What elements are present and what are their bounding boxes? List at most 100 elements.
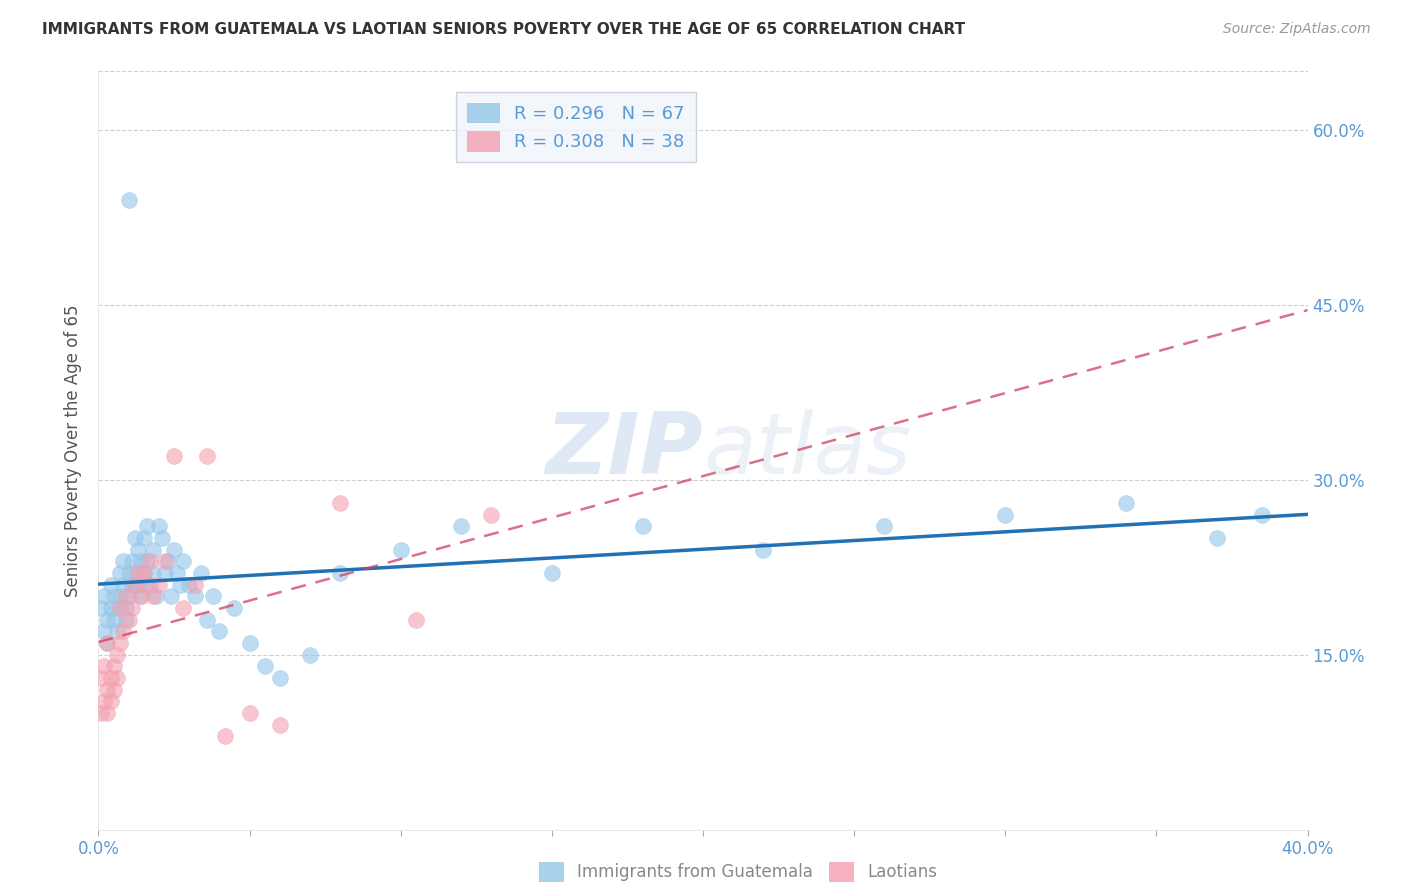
Point (129, 589, 152, 603)
Point (93, 659, 115, 673)
Text: atlas: atlas (703, 409, 911, 492)
Text: IMMIGRANTS FROM GUATEMALA VS LAOTIAN SENIORS POVERTY OVER THE AGE OF 65 CORRELAT: IMMIGRANTS FROM GUATEMALA VS LAOTIAN SEN… (42, 22, 966, 37)
Point (124, 531, 146, 545)
Point (540, 566, 562, 580)
Point (202, 589, 225, 603)
Point (145, 589, 167, 603)
Point (118, 566, 141, 580)
Point (163, 542, 186, 557)
Point (179, 577, 201, 591)
Point (124, 577, 146, 591)
Point (121, 577, 143, 591)
Point (108, 636, 131, 650)
Point (100, 577, 122, 591)
Point (142, 542, 165, 557)
Point (450, 519, 472, 533)
Point (127, 577, 149, 591)
Text: ZIP: ZIP (546, 409, 703, 492)
Point (172, 601, 194, 615)
Point (132, 531, 155, 545)
Point (103, 659, 125, 673)
Point (114, 589, 136, 603)
Point (139, 577, 162, 591)
Point (214, 729, 236, 743)
Point (96, 636, 118, 650)
Point (253, 659, 276, 673)
Point (103, 682, 125, 697)
Point (299, 648, 322, 662)
Point (329, 496, 352, 510)
Point (163, 450, 186, 464)
Point (93, 589, 115, 603)
Point (184, 589, 207, 603)
Point (148, 519, 170, 533)
Legend: Immigrants from Guatemala, Laotians: Immigrants from Guatemala, Laotians (531, 855, 945, 888)
Point (96, 636, 118, 650)
Point (150, 531, 173, 545)
Point (111, 554, 134, 568)
Point (111, 577, 134, 591)
Point (142, 589, 165, 603)
Point (90, 706, 112, 720)
Point (631, 519, 654, 533)
Point (105, 601, 128, 615)
Point (121, 601, 143, 615)
Point (105, 624, 128, 639)
Point (224, 601, 246, 615)
Point (195, 613, 218, 627)
Point (329, 566, 352, 580)
Point (96, 682, 118, 697)
Point (269, 717, 291, 731)
Point (114, 613, 136, 627)
Point (184, 577, 207, 591)
Point (108, 589, 131, 603)
Point (118, 589, 141, 603)
Point (129, 554, 152, 568)
Point (114, 601, 136, 615)
Point (994, 508, 1017, 522)
Point (142, 566, 165, 580)
Point (873, 519, 896, 533)
Point (93, 624, 115, 639)
Point (132, 566, 155, 580)
Point (111, 624, 134, 639)
Point (100, 601, 122, 615)
Point (105, 671, 128, 685)
Point (118, 613, 141, 627)
Point (105, 648, 128, 662)
Point (190, 566, 212, 580)
Point (166, 566, 188, 580)
Point (389, 542, 412, 557)
Point (239, 706, 262, 720)
Point (132, 566, 155, 580)
Point (1115, 496, 1137, 510)
Point (121, 554, 143, 568)
Point (96, 613, 118, 627)
Point (1206, 531, 1229, 545)
Legend: R = 0.296   N = 67, R = 0.308   N = 38: R = 0.296 N = 67, R = 0.308 N = 38 (457, 92, 696, 162)
Point (124, 566, 146, 580)
Point (160, 589, 183, 603)
Point (108, 601, 131, 615)
Point (153, 566, 176, 580)
Point (127, 566, 149, 580)
Point (100, 694, 122, 708)
Point (269, 671, 291, 685)
Point (90, 671, 112, 685)
Point (481, 508, 503, 522)
Point (118, 193, 141, 207)
Point (195, 450, 218, 464)
Point (148, 577, 170, 591)
Point (156, 554, 179, 568)
Point (208, 624, 231, 639)
Point (172, 554, 194, 568)
Point (103, 613, 125, 627)
Point (239, 636, 262, 650)
Point (96, 706, 118, 720)
Point (169, 577, 191, 591)
Point (153, 554, 176, 568)
Point (127, 542, 149, 557)
Point (135, 519, 157, 533)
Point (100, 671, 122, 685)
Point (139, 554, 162, 568)
